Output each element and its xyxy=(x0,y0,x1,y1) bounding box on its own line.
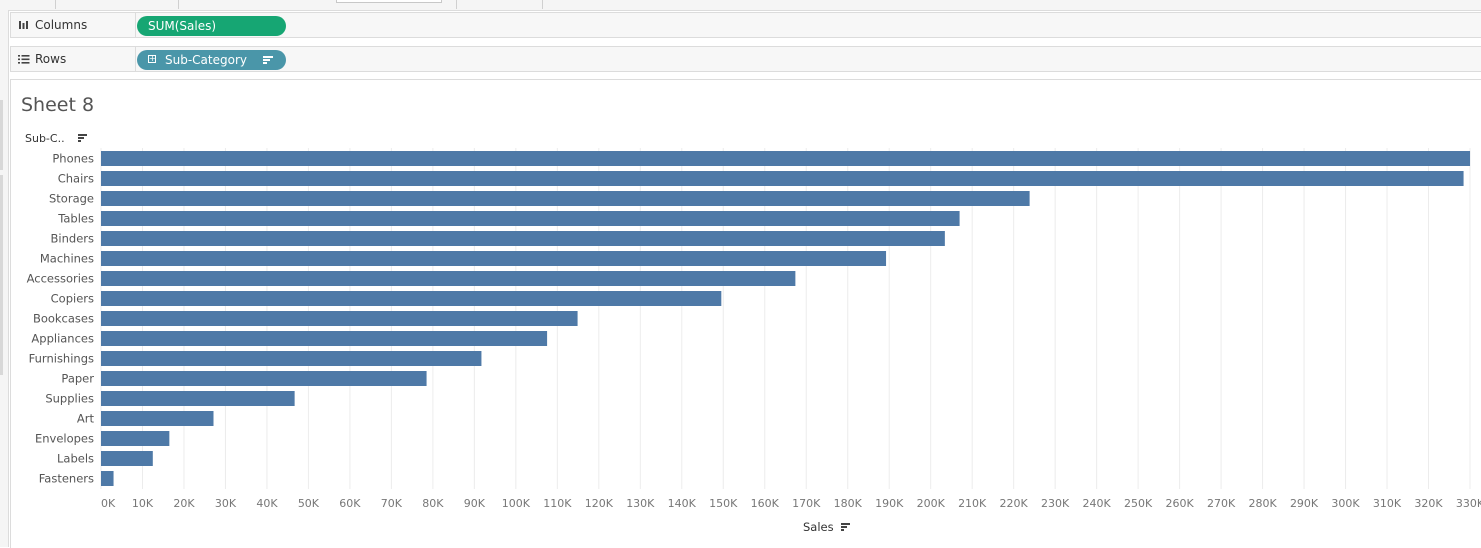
x-tick-label: 40K xyxy=(256,497,278,510)
x-tick-label: 280K xyxy=(1248,497,1277,510)
x-tick-label: 310K xyxy=(1373,497,1402,510)
x-tick-label: 50K xyxy=(298,497,320,510)
x-tick-label: 320K xyxy=(1414,497,1443,510)
category-label[interactable]: Copiers xyxy=(51,292,94,306)
panel-divider[interactable] xyxy=(0,100,3,170)
x-tick-label: 230K xyxy=(1041,497,1070,510)
x-tick-label: 120K xyxy=(585,497,614,510)
x-tick-label: 300K xyxy=(1331,497,1360,510)
rows-icon xyxy=(18,47,30,71)
bar-fasteners[interactable] xyxy=(101,471,114,486)
toolbar-separator xyxy=(456,0,457,9)
x-tick-label: 100K xyxy=(502,497,531,510)
x-tick-label: 250K xyxy=(1124,497,1153,510)
x-tick-label: 220K xyxy=(1000,497,1029,510)
category-label[interactable]: Storage xyxy=(49,192,94,206)
x-tick-label: 70K xyxy=(381,497,403,510)
rows-header[interactable]: Sub-C.. xyxy=(25,132,87,145)
toolbar-separator xyxy=(55,0,56,9)
left-panel-edge[interactable] xyxy=(0,10,9,547)
bar-copiers[interactable] xyxy=(101,291,722,306)
x-tick-label: 200K xyxy=(917,497,946,510)
category-label[interactable]: Art xyxy=(77,412,95,426)
bar-chairs[interactable] xyxy=(101,171,1464,186)
bar-envelopes[interactable] xyxy=(101,431,170,446)
x-tick-label: 90K xyxy=(464,497,486,510)
bar-machines[interactable] xyxy=(101,251,887,266)
bar-tables[interactable] xyxy=(101,211,960,226)
x-tick-label: 30K xyxy=(215,497,237,510)
category-label[interactable]: Accessories xyxy=(27,272,94,286)
x-tick-label: 80K xyxy=(422,497,444,510)
sheet-title: Sheet 8 xyxy=(21,94,95,116)
category-label[interactable]: Fasteners xyxy=(39,472,94,486)
columns-shelf[interactable]: Columns SUM(Sales) xyxy=(10,12,1481,38)
expand-plus-icon[interactable]: + xyxy=(148,54,156,63)
toolbar-strip xyxy=(0,0,1481,11)
toolbar-dropdown[interactable] xyxy=(336,0,442,3)
category-label[interactable]: Envelopes xyxy=(35,432,94,446)
category-label[interactable]: Paper xyxy=(61,372,94,386)
bar-paper[interactable] xyxy=(101,371,427,386)
category-label[interactable]: Bookcases xyxy=(33,312,94,326)
x-tick-label: 260K xyxy=(1165,497,1194,510)
x-axis-title-text: Sales xyxy=(803,520,834,534)
x-tick-label: 270K xyxy=(1207,497,1236,510)
x-tick-label: 0K xyxy=(101,497,116,510)
category-label[interactable]: Binders xyxy=(51,232,94,246)
rows-header-text: Sub-C.. xyxy=(25,132,65,145)
sub-category-pill-text: Sub-Category xyxy=(165,53,247,67)
toolbar-separator xyxy=(178,0,179,9)
x-tick-label: 10K xyxy=(132,497,154,510)
rows-shelf-label: Rows xyxy=(11,47,136,71)
bar-binders[interactable] xyxy=(101,231,945,246)
bar-furnishings[interactable] xyxy=(101,351,482,366)
bar-art[interactable] xyxy=(101,411,214,426)
bar-labels[interactable] xyxy=(101,451,153,466)
rows-label-text: Rows xyxy=(35,52,67,66)
sheet-view: Sheet 8 Sub-C.. 0K 10K 20K 30K 40K 50K 60K 70K 8… xyxy=(10,79,1481,548)
x-tick-label: 190K xyxy=(875,497,904,510)
sub-category-pill[interactable]: + Sub-Category xyxy=(137,50,286,70)
x-tick-label: 110K xyxy=(543,497,572,510)
x-tick-label: 290K xyxy=(1290,497,1319,510)
x-axis-title[interactable]: Sales xyxy=(803,520,850,534)
x-tick-label: 330K xyxy=(1456,497,1481,510)
bar-accessories[interactable] xyxy=(101,271,796,286)
x-tick-label: 210K xyxy=(958,497,987,510)
sum-sales-pill-text: SUM(Sales) xyxy=(148,19,217,33)
bar-chart: 0K 10K 20K 30K 40K 50K 60K 70K 80K 90K 100K 110K 120… xyxy=(27,148,1481,510)
x-tick-label: 180K xyxy=(834,497,863,510)
x-tick-label: 140K xyxy=(668,497,697,510)
columns-label-text: Columns xyxy=(35,18,88,32)
bar-appliances[interactable] xyxy=(101,331,548,346)
category-label[interactable]: Machines xyxy=(40,252,94,266)
category-label[interactable]: Chairs xyxy=(58,172,94,186)
x-tick-label: 170K xyxy=(792,497,821,510)
x-tick-label: 160K xyxy=(751,497,780,510)
columns-icon xyxy=(18,13,30,37)
rows-shelf[interactable]: Rows + Sub-Category xyxy=(10,46,1481,72)
category-label[interactable]: Appliances xyxy=(31,332,94,346)
bar-phones[interactable] xyxy=(101,151,1471,166)
sum-sales-pill[interactable]: SUM(Sales) xyxy=(137,16,286,36)
x-tick-label: 60K xyxy=(339,497,361,510)
category-label[interactable]: Tables xyxy=(57,212,94,226)
category-label[interactable]: Furnishings xyxy=(29,352,94,366)
category-label[interactable]: Labels xyxy=(57,452,94,466)
bar-bookcases[interactable] xyxy=(101,311,578,326)
x-tick-label: 150K xyxy=(709,497,738,510)
toolbar-separator xyxy=(542,0,543,9)
panel-divider[interactable] xyxy=(0,175,3,375)
bar-supplies[interactable] xyxy=(101,391,295,406)
x-tick-label: 130K xyxy=(626,497,655,510)
x-tick-label: 20K xyxy=(173,497,195,510)
x-tick-label: 240K xyxy=(1083,497,1112,510)
bar-storage[interactable] xyxy=(101,191,1030,206)
category-label[interactable]: Phones xyxy=(52,152,94,166)
category-label[interactable]: Supplies xyxy=(45,392,94,406)
columns-shelf-label: Columns xyxy=(11,13,136,37)
